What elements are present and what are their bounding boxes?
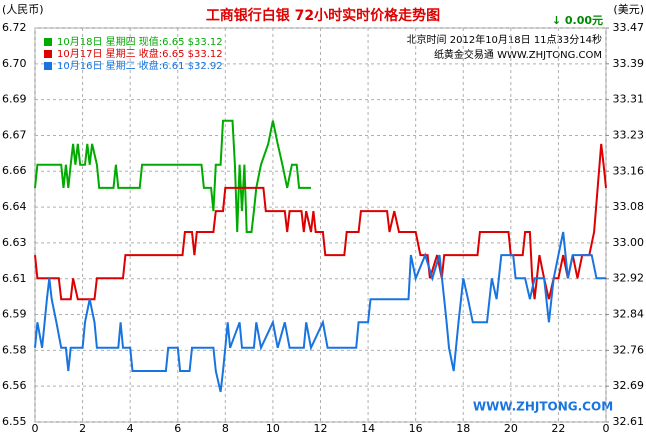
y-axis-label: (人民币) [2, 3, 44, 16]
y2-tick-label: 33.47 [613, 21, 645, 34]
plot-area [34, 27, 607, 423]
y2-tick-label: 33.16 [613, 164, 645, 177]
x-tick-label: 6 [174, 422, 181, 435]
y2-tick-label: 33.00 [613, 236, 645, 249]
y-tick-label: 6.64 [2, 200, 27, 213]
y2-tick-label: 32.61 [613, 415, 645, 428]
y-tick-label: 6.70 [2, 57, 27, 70]
source: 纸黄金交易通 WWW.ZHJTONG.COM [434, 48, 602, 61]
legend-marker [44, 50, 52, 58]
y2-tick-label: 32.92 [613, 272, 645, 285]
legend-label: 10月16日 星期二 收盘:6.61 $32.92 [57, 59, 223, 72]
y-tick-label: 6.67 [2, 129, 27, 142]
x-tick-label: 10 [266, 422, 280, 435]
legend-label: 10月18日 星期四 现值:6.65 $33.12 [57, 35, 223, 48]
y2-tick-label: 32.84 [613, 308, 645, 321]
y2-tick-label: 33.23 [613, 128, 645, 141]
y-tick-label: 6.63 [2, 236, 27, 249]
x-tick-label: 12 [314, 422, 328, 435]
x-tick-label: 2 [79, 422, 86, 435]
y2-tick-label: 33.08 [613, 200, 645, 213]
y-tick-label: 6.69 [2, 93, 27, 106]
y-tick-label: 6.61 [2, 272, 27, 285]
legend-marker [44, 38, 52, 46]
timestamp: 北京时间 2012年10月18日 11点33分14秒 [407, 33, 602, 46]
x-tick-label: 22 [551, 422, 565, 435]
y-tick-label: 6.58 [2, 343, 27, 356]
legend-marker [44, 62, 52, 70]
watermark: WWW.ZHJTONG.COM [473, 400, 613, 414]
y2-axis-label: (美元) [613, 3, 644, 16]
series-line [34, 119, 311, 233]
y-tick-label: 6.66 [2, 164, 27, 177]
y-tick-label: 6.55 [2, 415, 27, 428]
y-tick-label: 6.56 [2, 379, 27, 392]
y2-tick-label: 33.39 [613, 57, 645, 70]
x-tick-label: 0 [32, 422, 39, 435]
chart-title: 工商银行白银 72小时实时价格走势图 [206, 7, 440, 24]
series-line [34, 143, 607, 301]
y-tick-label: 6.59 [2, 307, 27, 320]
x-tick-label: 16 [409, 422, 423, 435]
y2-tick-label: 32.76 [613, 343, 645, 356]
x-tick-label: 18 [456, 422, 470, 435]
change-label: ↓ 0.00元 [552, 14, 603, 27]
series-line [34, 231, 606, 393]
y2-tick-label: 32.69 [613, 379, 645, 392]
x-tick-label: 20 [504, 422, 518, 435]
y-tick-label: 6.72 [2, 21, 27, 34]
x-tick-label: 0 [603, 422, 610, 435]
x-tick-label: 4 [127, 422, 134, 435]
x-tick-label: 8 [222, 422, 229, 435]
legend-label: 10月17日 星期三 收盘:6.65 $33.12 [57, 47, 223, 60]
y2-tick-label: 33.31 [613, 93, 645, 106]
x-tick-label: 14 [361, 422, 375, 435]
